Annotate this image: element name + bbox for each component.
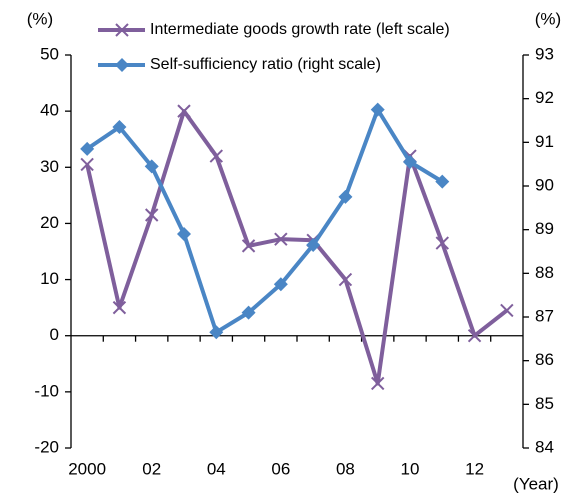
y-tick-label: 10 (40, 269, 59, 288)
x-tick-label: 08 (336, 459, 355, 478)
y2-tick-label: 93 (535, 44, 554, 63)
point (80, 157, 94, 172)
point (177, 104, 191, 118)
y-tick-label: 0 (50, 325, 59, 344)
point (112, 300, 127, 315)
x-tick-label: 10 (401, 459, 420, 478)
point (144, 159, 159, 174)
point (112, 120, 127, 135)
point (274, 232, 288, 246)
point (435, 174, 450, 189)
point-stroke (274, 232, 288, 246)
x-axis-label: (Year) (513, 474, 559, 493)
point-stroke (112, 300, 127, 315)
point-stroke (145, 208, 159, 222)
point (273, 277, 288, 292)
x-tick-label: 2000 (68, 459, 106, 478)
y2-tick-label: 92 (535, 88, 554, 107)
y-tick-label: 20 (40, 213, 59, 232)
point-stroke (435, 236, 449, 250)
series-line (86, 107, 444, 335)
y2-tick-label: 84 (535, 437, 554, 456)
x-tick-label: 04 (207, 459, 226, 478)
y2-tick-label: 85 (535, 394, 554, 413)
y2-tick-label: 86 (535, 350, 554, 369)
point-stroke (209, 149, 223, 163)
legend-marker-shape (115, 58, 129, 72)
point-stroke (80, 157, 94, 172)
y-tick-label: -20 (34, 437, 59, 456)
x-tick-label: 06 (271, 459, 290, 478)
legend-marker (115, 58, 129, 72)
y-axis-label: (%) (27, 9, 53, 28)
x-tick-label: 12 (465, 459, 484, 478)
point (209, 325, 224, 340)
point (370, 102, 385, 117)
point-stroke (371, 376, 385, 391)
point (209, 149, 223, 163)
y2-tick-label: 91 (535, 132, 554, 151)
point-stroke (241, 239, 256, 253)
y-tick-label: 50 (40, 44, 59, 63)
point (403, 154, 417, 169)
y2-tick-label: 87 (535, 306, 554, 325)
legend-label: Self-sufficiency ratio (right scale) (150, 56, 381, 73)
legend-marker (115, 23, 129, 37)
legend-label: Intermediate goods growth rate (left sca… (150, 21, 450, 38)
y-tick-label: 30 (40, 157, 59, 176)
point-stroke (500, 303, 514, 318)
point (306, 237, 321, 252)
point (177, 227, 191, 242)
point (371, 376, 385, 391)
y-tick-label: 40 (40, 101, 59, 120)
point (467, 329, 482, 343)
point-stroke (338, 272, 353, 287)
y-tick-label: -10 (34, 381, 59, 400)
point (241, 239, 256, 253)
point (338, 189, 353, 204)
point (241, 305, 256, 320)
x-tick-label: 02 (142, 459, 161, 478)
point (145, 208, 159, 222)
y2-axis-label: (%) (535, 9, 561, 28)
legend-marker-stroke (115, 23, 129, 37)
series-line (85, 109, 509, 386)
point (435, 236, 449, 250)
y2-tick-label: 89 (535, 219, 554, 238)
y2-tick-label: 88 (535, 263, 554, 282)
point-stroke (467, 329, 482, 343)
point-stroke (177, 104, 191, 118)
point (338, 272, 353, 287)
point (500, 303, 514, 318)
y2-tick-label: 90 (535, 175, 554, 194)
point (80, 141, 95, 156)
